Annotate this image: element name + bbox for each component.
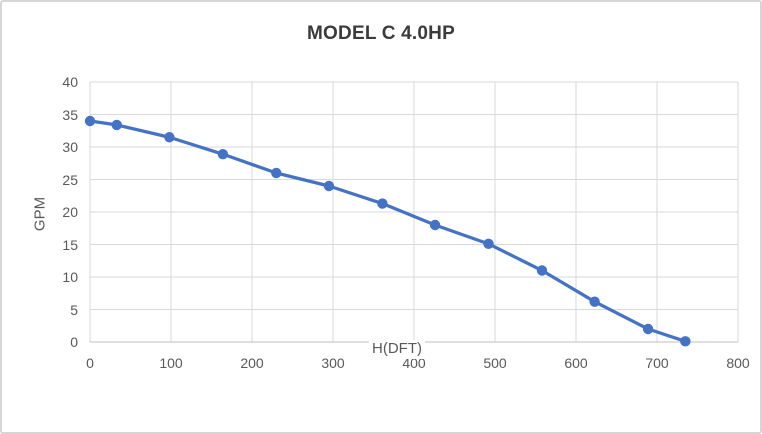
data-point-marker [84,115,96,127]
y-tick-label: 15 [62,236,78,253]
data-point-marker [217,148,229,160]
data-point-marker [680,336,691,347]
x-tick-label: 700 [645,355,669,371]
x-tick-label: 200 [240,355,264,371]
series-line [88,119,687,343]
x-axis-title: H(DFT) [369,340,425,359]
x-tick-label: 400 [402,355,426,371]
y-tick-label: 30 [62,139,78,155]
data-point-marker [323,180,335,192]
y-tick-label: 20 [62,204,78,220]
y-tick-label: 40 [62,74,78,90]
data-point-marker [483,238,494,250]
y-tick-label: 25 [62,171,78,188]
data-point-marker [271,167,282,179]
data-point-marker [111,119,122,131]
chart-title: MODEL C 4.0HP [307,23,455,44]
x-tick-label: 100 [159,355,183,371]
y-tick-label: 10 [62,269,78,285]
x-tick-label: 300 [321,355,345,371]
y-axis-title: GPM [31,196,49,232]
y-tick-label: 5 [70,301,78,318]
data-point-marker [642,323,654,335]
y-tick-label: 35 [62,106,78,123]
data-point-marker [536,265,548,276]
data-point-marker [589,296,600,307]
data-point-marker [164,132,175,143]
x-tick-label: 0 [86,355,94,371]
y-tick-label: 0 [70,334,78,350]
data-point-marker [377,198,388,209]
x-tick-label: 800 [726,355,750,371]
x-tick-label: 600 [564,355,588,371]
data-point-marker [429,219,441,231]
x-tick-label: 500 [483,355,507,371]
